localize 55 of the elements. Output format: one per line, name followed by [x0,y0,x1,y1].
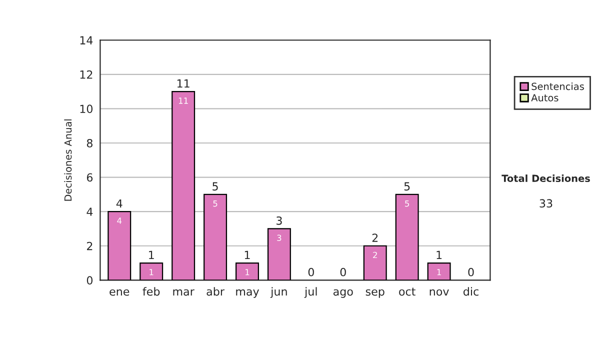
total-label: 4 [116,199,122,208]
x-tick-label: may [236,289,260,298]
x-tick-label: jul [304,287,317,298]
x-tick-label: sep [366,289,384,298]
total-label: 11 [177,79,190,88]
y-tick-label: 10 [80,104,93,114]
y-tick-label: 0 [86,276,93,285]
x-tick-label: oct [399,288,416,296]
y-tick-label: 8 [86,138,92,148]
total-label: 1 [244,250,250,259]
x-tick-label: abr [206,287,224,296]
bar [427,262,451,280]
bar [363,245,387,280]
total-label: 2 [372,234,378,242]
bar [140,262,164,280]
data-label: 1 [150,269,154,276]
bar [395,194,419,280]
bar [172,91,196,280]
data-label: 11 [178,98,188,104]
legend-label: Autos [531,94,558,102]
x-tick-label: nov [430,289,449,296]
total-label: 3 [276,216,282,225]
text: Total Decisiones [502,174,590,182]
total-label: 1 [436,250,442,259]
data-label: 3 [277,234,282,241]
total-label: 0 [308,268,314,276]
data-label: 1 [437,269,441,276]
x-tick-label: ene [110,289,130,296]
total-label: 0 [340,268,346,276]
total-label: 1 [149,250,154,259]
total-label: 5 [212,182,218,191]
bar [236,262,259,280]
y-axis-title: Decisiones Anual [64,119,72,201]
data-label: 4 [117,218,122,224]
x-tick-label: dic [464,287,478,296]
text: 33 [540,199,552,208]
bar [108,211,132,280]
legend-label: Sentencias [532,82,584,90]
x-tick-label: feb [142,287,160,296]
y-tick-label: 6 [86,173,93,182]
total-label: 5 [404,182,410,191]
x-tick-label: jun [270,287,287,298]
x-tick-label: ago [333,289,353,298]
x-tick-label: mar [173,289,194,296]
y-tick-label: 4 [86,208,93,216]
data-label: 5 [405,200,410,207]
y-tick-label: 12 [80,70,92,79]
data-label: 5 [213,200,218,207]
data-label: 1 [246,269,250,276]
data-label: 2 [373,252,377,258]
y-tick-label: 2 [87,242,92,250]
bar [204,194,228,280]
total-label: 0 [468,268,474,276]
y-tick-label: 14 [80,36,93,44]
bar [267,228,291,280]
